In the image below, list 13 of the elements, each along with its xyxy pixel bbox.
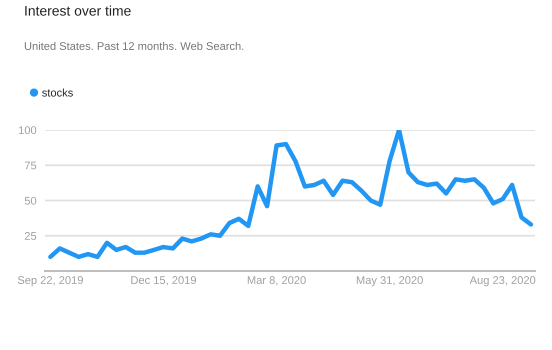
- y-tick-label: 100: [18, 126, 36, 134]
- chart-title: Interest over time: [25, 6, 131, 16]
- chart-subtitle: United States. Past 12 months. Web Search.: [24, 42, 244, 50]
- x-tick-label: Aug 23, 2020: [470, 276, 536, 286]
- x-tick-label: May 31, 2020: [356, 276, 423, 286]
- x-tick-label: Dec 15, 2019: [131, 276, 196, 286]
- line-series: [48, 130, 534, 260]
- x-tick-label: Mar 8, 2020: [248, 276, 306, 286]
- y-tick-label: 75: [24, 162, 36, 170]
- x-tick-label: Sep 22, 2019: [18, 276, 83, 286]
- legend-label: stocks: [42, 88, 73, 97]
- y-tick-label: 25: [24, 232, 36, 240]
- y-tick-label: 50: [24, 196, 36, 205]
